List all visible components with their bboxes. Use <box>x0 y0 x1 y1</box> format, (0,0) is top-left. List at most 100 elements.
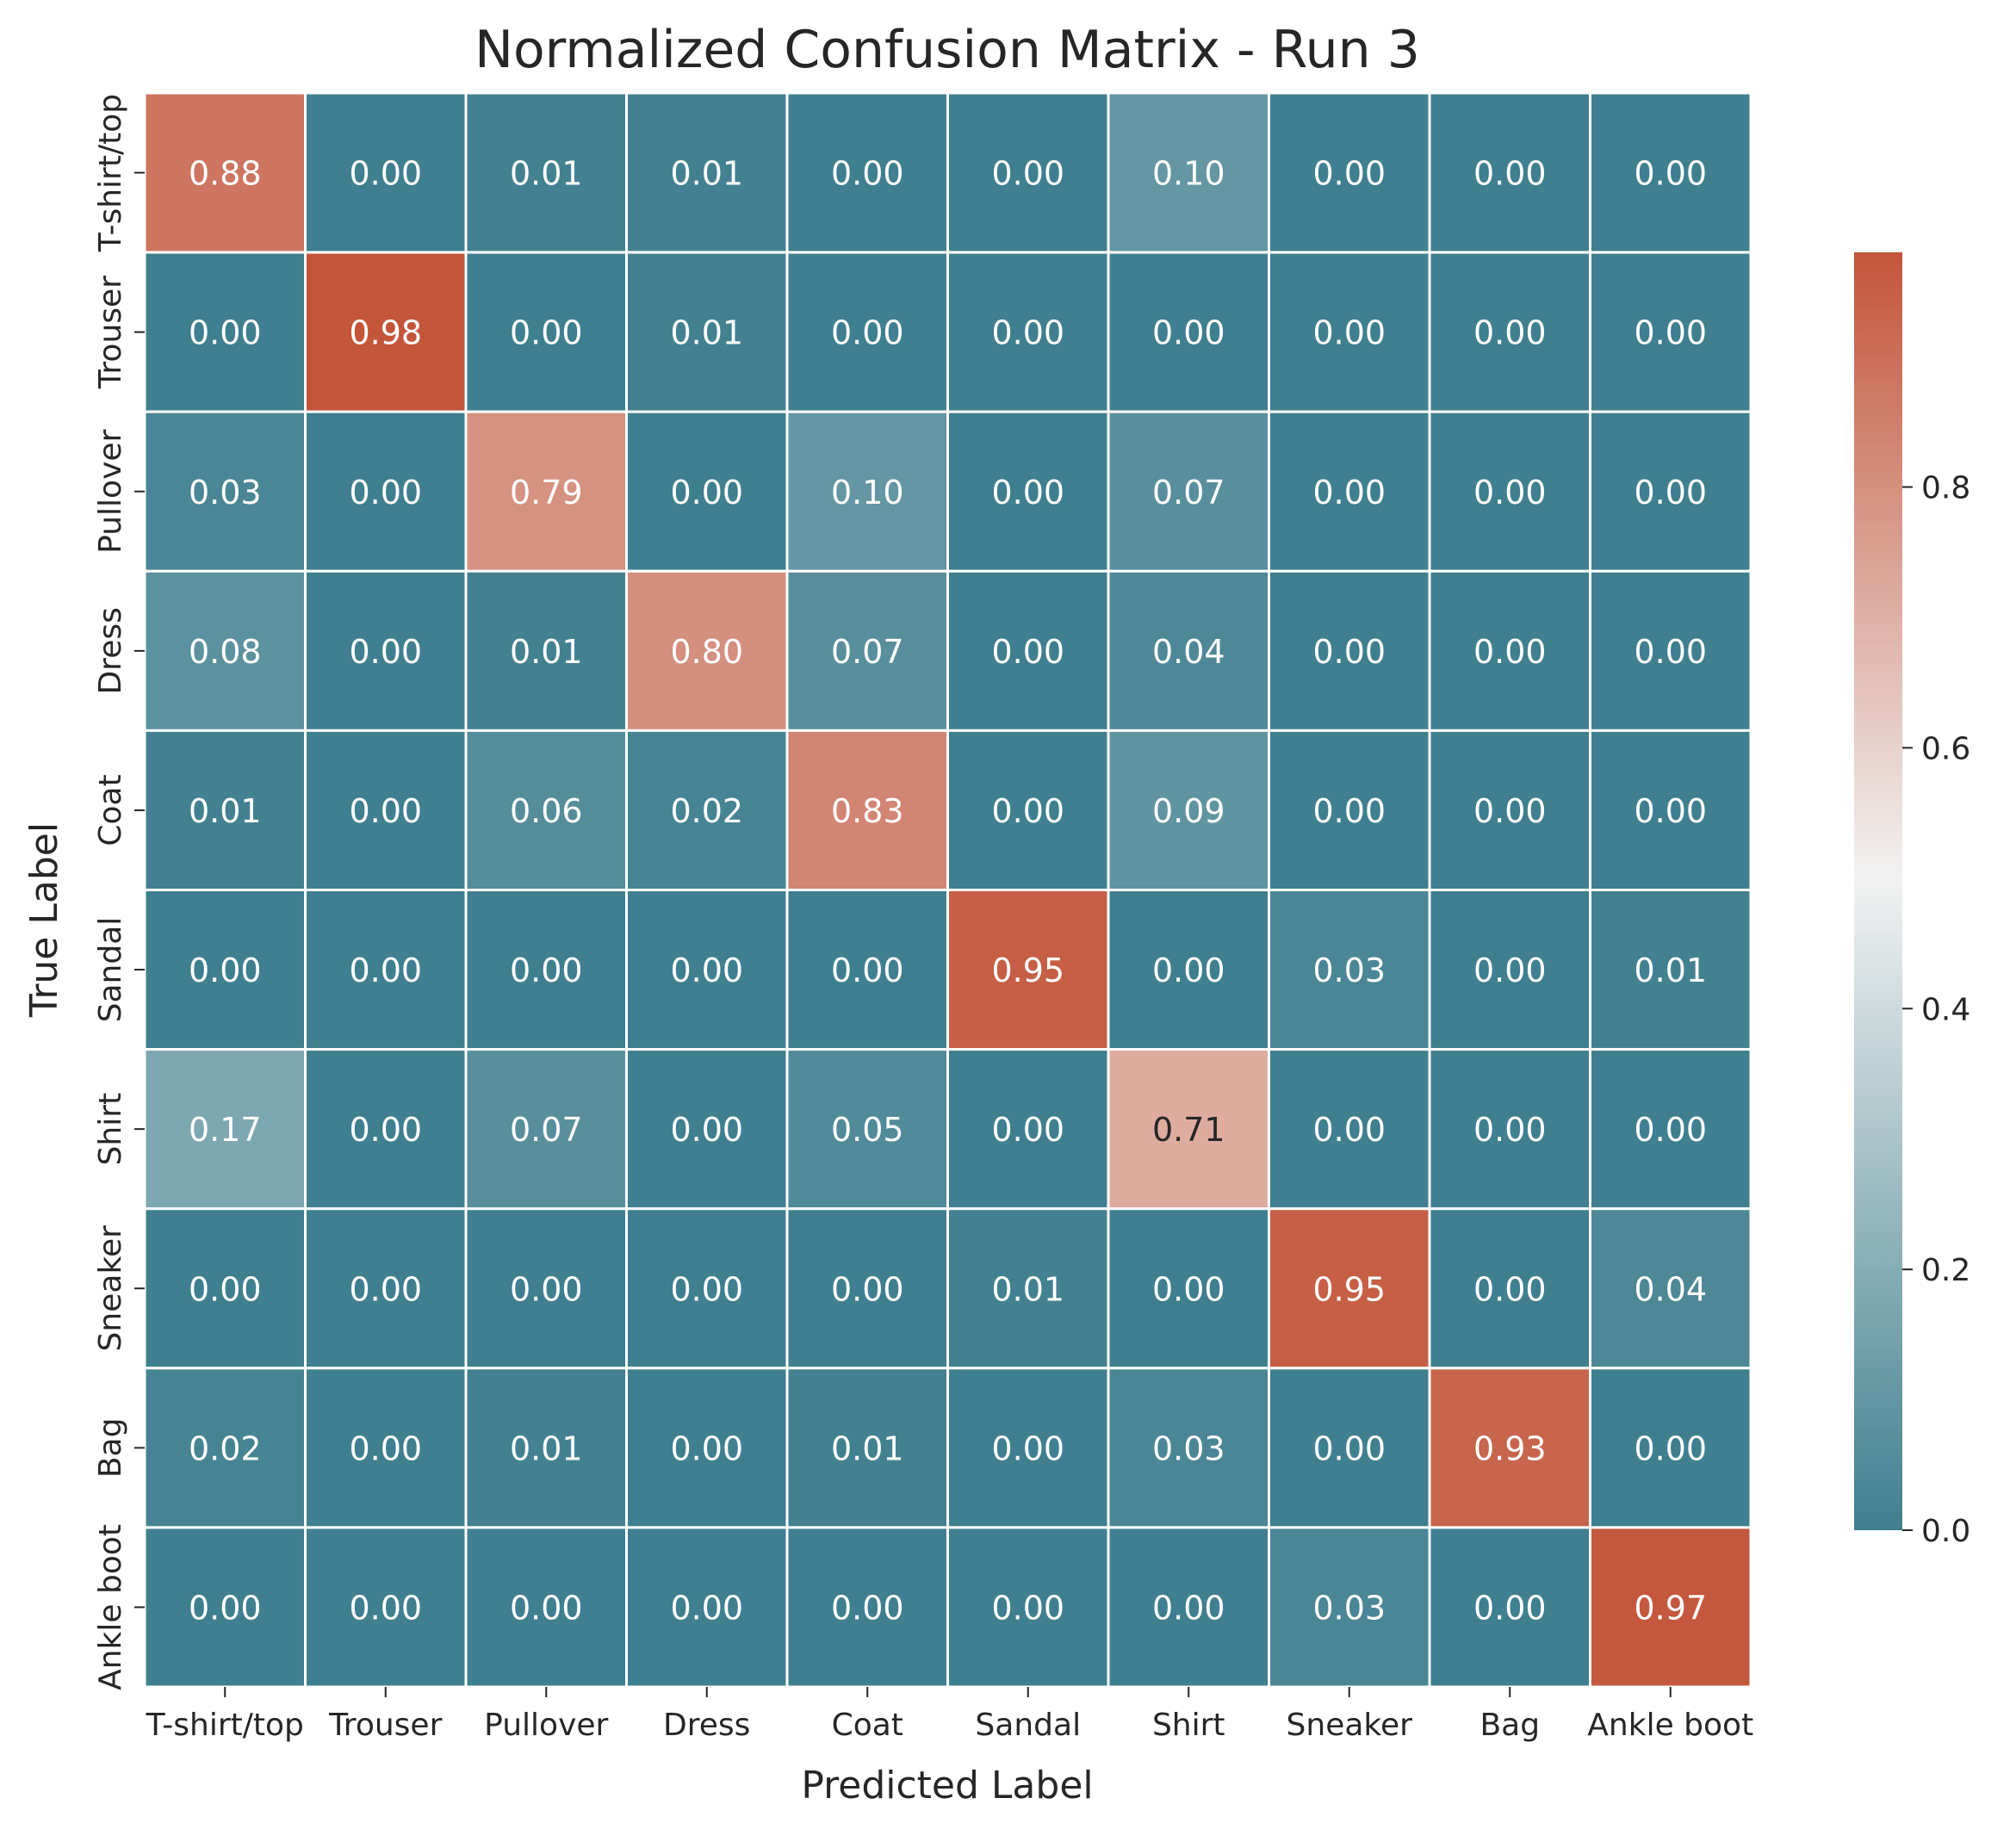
cell-value-label: 0.03 <box>1312 1589 1386 1627</box>
cell-value-label: 0.00 <box>1634 633 1707 671</box>
heatmap-cell <box>625 1367 789 1529</box>
y-tick-label: Coat <box>93 774 128 846</box>
heatmap-cell <box>785 1367 949 1529</box>
cell-value-label: 0.17 <box>189 1111 262 1149</box>
heatmap-cell <box>1107 1048 1270 1211</box>
heatmap-cell <box>464 728 628 892</box>
heatmap-cell <box>464 410 628 573</box>
heatmap-cell <box>1589 728 1752 892</box>
colorbar-tick-label: 0.0 <box>1921 1514 1970 1549</box>
heatmap-cell <box>1589 1526 1752 1689</box>
cell-value-label: 0.00 <box>991 474 1064 512</box>
y-tick-label: Trouser <box>93 276 128 389</box>
cell-value-label: 0.00 <box>991 314 1064 352</box>
heatmap-cell <box>143 1526 307 1689</box>
cell-value-label: 0.00 <box>991 1429 1064 1467</box>
x-tick-label: Shirt <box>1152 1708 1225 1743</box>
heatmap-cell <box>946 889 1110 1051</box>
cell-value-label: 0.00 <box>510 1270 583 1308</box>
x-tick-label: Coat <box>832 1708 903 1743</box>
cell-value-label: 0.08 <box>189 633 262 671</box>
cell-value-label: 0.00 <box>1473 1589 1547 1627</box>
heatmap-cell <box>1428 889 1591 1051</box>
y-tick-label: Shirt <box>93 1093 128 1166</box>
heatmap-cell <box>1107 1526 1270 1689</box>
cell-value-label: 0.00 <box>349 1111 422 1149</box>
heatmap-cell <box>304 251 468 413</box>
cell-value-label: 0.00 <box>1152 314 1225 352</box>
cell-value-label: 0.00 <box>349 1589 422 1627</box>
cell-value-label: 0.06 <box>510 792 583 830</box>
heatmap-cell <box>1107 569 1270 732</box>
cell-value-label: 0.95 <box>1312 1270 1386 1308</box>
heatmap-cell <box>143 889 307 1051</box>
chart-title: Normalized Confusion Matrix - Run 3 <box>475 20 1420 80</box>
heatmap-cell <box>625 1207 789 1370</box>
cell-value-label: 0.00 <box>831 1589 904 1627</box>
colorbar-tick-label: 0.4 <box>1921 992 1970 1027</box>
heatmap-cell <box>1107 728 1270 892</box>
heatmap-cell <box>143 91 307 254</box>
cell-value-label: 0.83 <box>831 792 904 830</box>
heatmap-cell <box>946 251 1110 413</box>
cell-value-label: 0.00 <box>1634 474 1707 512</box>
heatmap-cell <box>946 1207 1110 1370</box>
cell-value-label: 0.93 <box>1473 1429 1547 1467</box>
y-tick-label: Pullover <box>93 429 128 553</box>
cell-value-label: 0.00 <box>349 1429 422 1467</box>
heatmap-cell <box>1268 251 1431 413</box>
x-tick-label: Sneaker <box>1287 1708 1413 1743</box>
heatmap-cell <box>1428 251 1591 413</box>
heatmap-cell <box>946 569 1110 732</box>
heatmap-cell <box>1589 1048 1752 1211</box>
cell-value-label: 0.97 <box>1634 1589 1707 1627</box>
heatmap-cell <box>1268 1207 1431 1370</box>
heatmap-cell <box>304 728 468 892</box>
cell-value-label: 0.04 <box>1634 1270 1707 1308</box>
colorbar-tick-label: 0.8 <box>1921 471 1970 506</box>
cell-value-label: 0.00 <box>831 1270 904 1308</box>
heatmap-cell <box>1428 728 1591 892</box>
cell-value-label: 0.01 <box>670 314 743 352</box>
heatmap-cell <box>785 889 949 1051</box>
cell-value-label: 0.00 <box>991 1111 1064 1149</box>
heatmap-cell <box>464 1207 628 1370</box>
heatmap-cell <box>1589 410 1752 573</box>
cell-value-label: 0.00 <box>1634 1429 1707 1467</box>
cell-value-label: 0.00 <box>510 1589 583 1627</box>
heatmap-cell <box>1428 1367 1591 1529</box>
cell-value-label: 0.07 <box>1152 474 1225 512</box>
cell-value-label: 0.00 <box>831 314 904 352</box>
heatmap-cell <box>625 1526 789 1689</box>
cell-value-label: 0.01 <box>510 633 583 671</box>
heatmap-cell <box>625 1048 789 1211</box>
heatmap-cell <box>1589 91 1752 254</box>
cell-value-label: 0.02 <box>670 792 743 830</box>
heatmap-cell <box>1107 410 1270 573</box>
heatmap-cell <box>1428 1048 1591 1211</box>
cell-value-label: 0.00 <box>991 633 1064 671</box>
heatmap-cell <box>1268 1048 1431 1211</box>
heatmap-cell-labels: 0.88 0.00 0.01 0.01 0.00 0.00 0.10 0.00 0.00 0.00… <box>189 155 1707 1628</box>
x-axis-label: Predicted Label <box>801 1764 1093 1807</box>
cell-value-label: 0.00 <box>1473 952 1547 989</box>
heatmap-cell <box>1268 1367 1431 1529</box>
heatmap-cell <box>1268 91 1431 254</box>
cell-value-label: 0.01 <box>991 1270 1064 1308</box>
cell-value-label: 0.00 <box>831 155 904 193</box>
cell-value-label: 0.07 <box>831 633 904 671</box>
cell-value-label: 0.71 <box>1152 1111 1225 1149</box>
heatmap-cell <box>1107 251 1270 413</box>
cell-value-label: 0.00 <box>670 1589 743 1627</box>
colorbar-gradient <box>1854 252 1902 1530</box>
cell-value-label: 0.00 <box>991 1589 1064 1627</box>
cell-value-label: 0.04 <box>1152 633 1225 671</box>
heatmap-cell <box>785 1526 949 1689</box>
heatmap-cell <box>785 1207 949 1370</box>
cell-value-label: 0.00 <box>831 952 904 989</box>
x-tick-label: Sandal <box>975 1708 1081 1743</box>
heatmap-cell <box>1428 569 1591 732</box>
cell-value-label: 0.00 <box>1312 633 1386 671</box>
cell-value-label: 0.79 <box>510 474 583 512</box>
